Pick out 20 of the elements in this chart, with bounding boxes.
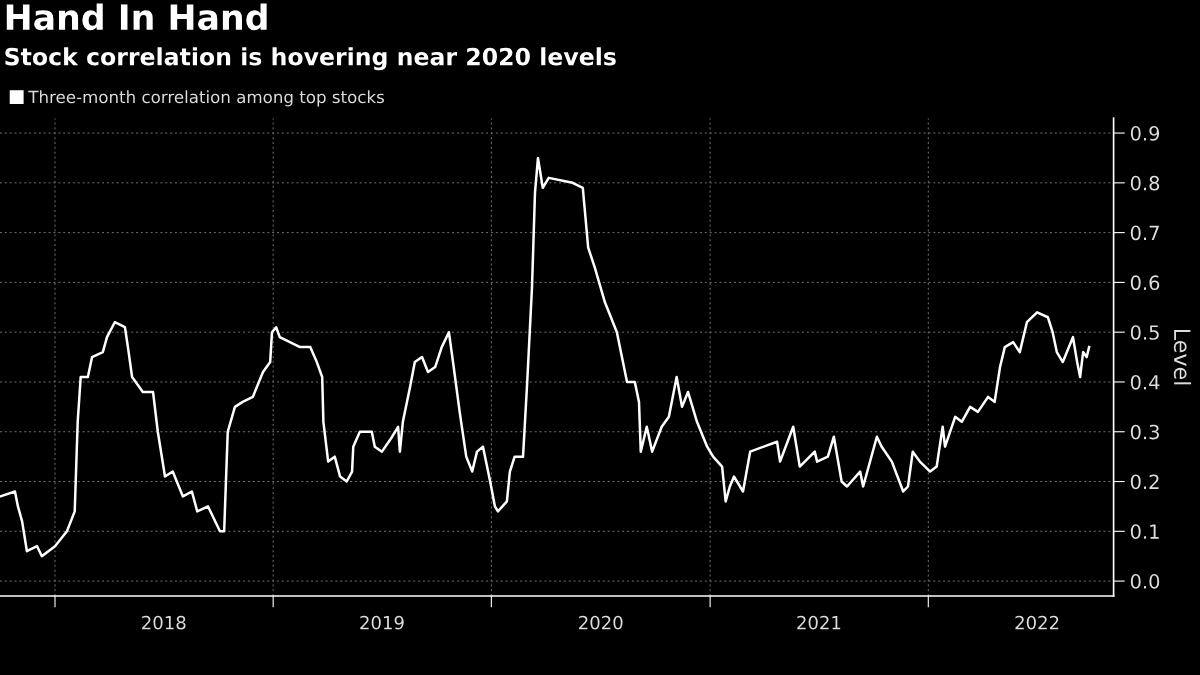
y-tick-label: 0.1 xyxy=(1130,524,1159,539)
y-tick-label: 0.5 xyxy=(1130,325,1159,340)
y-tick-label: 0.8 xyxy=(1130,175,1160,191)
y-tick-label: 0.4 xyxy=(1130,374,1160,390)
y-tick-label: 0.2 xyxy=(1130,474,1159,490)
x-tick-label: 2018 xyxy=(142,615,186,630)
legend-label: Three-month correlation among top stocks xyxy=(28,90,384,107)
y-tick-label: 0.6 xyxy=(1130,275,1160,291)
x-tick-label: 2021 xyxy=(797,615,841,630)
y-tick-label: 0.9 xyxy=(1130,126,1160,141)
x-tick-label: 2020 xyxy=(579,615,623,630)
y-tick-label: 0.7 xyxy=(1130,225,1159,241)
x-tick-label: 2019 xyxy=(360,615,404,630)
y-axis-title: Level xyxy=(1173,329,1192,385)
chart-title: Hand In Hand xyxy=(6,3,267,31)
chart-subtitle: Stock correlation is hovering near 2020 levels xyxy=(5,47,616,71)
y-tick-label: 0.0 xyxy=(1130,574,1160,589)
x-tick-label: 2022 xyxy=(1015,615,1059,630)
y-tick-label: 0.3 xyxy=(1130,424,1159,440)
line-series xyxy=(0,156,1091,558)
